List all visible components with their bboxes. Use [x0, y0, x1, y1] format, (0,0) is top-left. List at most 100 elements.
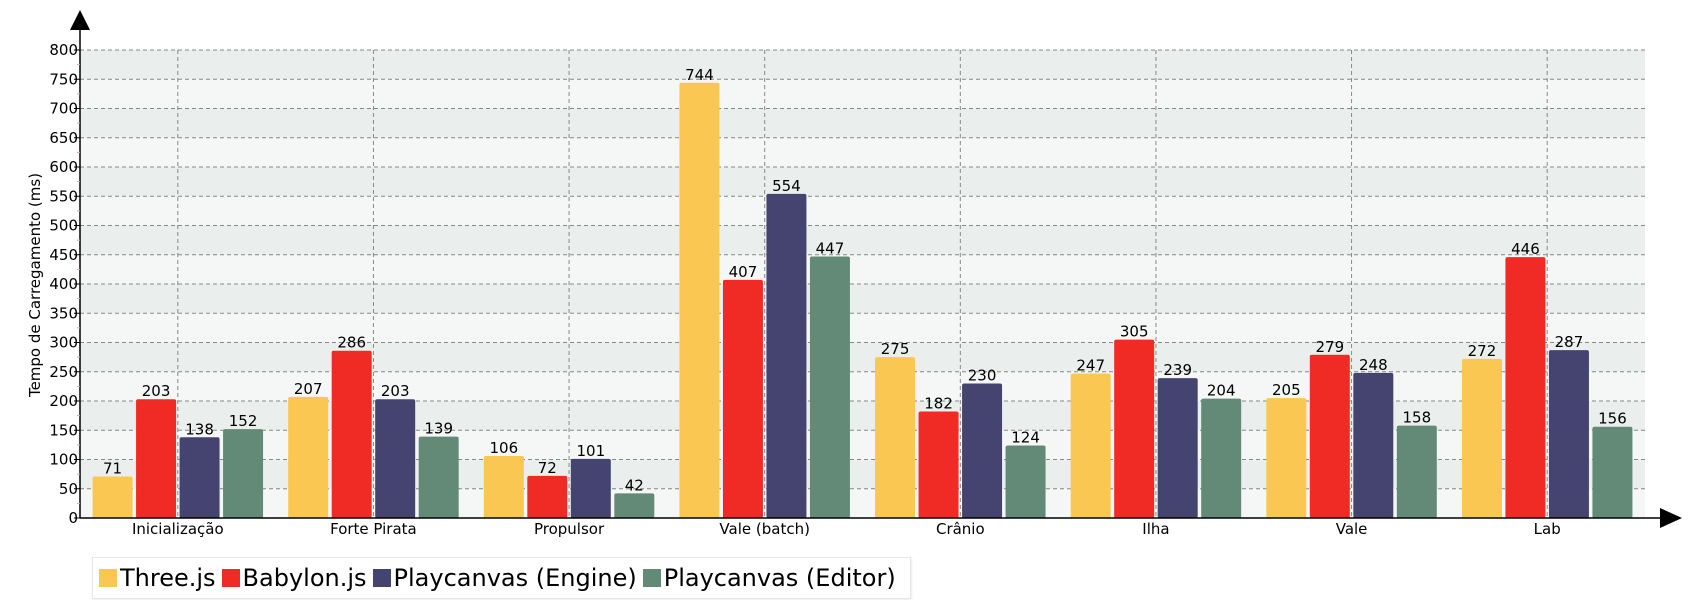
bar: [1548, 350, 1589, 518]
legend-label: Babylon.js: [242, 564, 367, 592]
y-axis-arrow: [70, 10, 90, 30]
data-label: 42: [625, 476, 644, 494]
bar: [1353, 372, 1394, 518]
y-tick-label: 50: [59, 480, 78, 498]
data-label: 203: [142, 382, 171, 400]
data-label: 124: [1011, 428, 1040, 446]
bar: [1114, 339, 1155, 518]
bar: [483, 455, 524, 518]
plot-band: [80, 225, 1645, 255]
y-axis-label: Tempo de Carregamento (ms): [26, 173, 44, 398]
legend-swatch: [221, 569, 240, 587]
bar: [179, 437, 220, 518]
data-label: 139: [424, 420, 453, 438]
data-label: 287: [1555, 333, 1584, 351]
data-label: 182: [924, 395, 953, 413]
bar: [418, 436, 459, 518]
y-tick-label: 250: [49, 363, 78, 381]
data-label: 744: [685, 66, 714, 84]
bar: [875, 357, 916, 518]
x-category-label: Crânio: [936, 520, 985, 538]
bar: [288, 396, 329, 518]
legend-label: Playcanvas (Engine): [393, 564, 637, 592]
y-tick-label: 100: [49, 451, 78, 469]
plot-band: [80, 50, 1645, 80]
legend-swatch: [642, 569, 661, 587]
data-label: 230: [968, 366, 997, 384]
plot-band: [80, 342, 1645, 372]
y-tick-label: 450: [49, 246, 78, 264]
y-tick-label: 750: [49, 70, 78, 88]
data-label: 207: [294, 380, 323, 398]
legend-label: Three.js: [120, 564, 216, 592]
x-category-label: Propulsor: [534, 520, 605, 538]
bar: [136, 399, 177, 518]
data-label: 305: [1120, 323, 1149, 341]
bar: [918, 411, 959, 518]
data-label: 203: [381, 382, 410, 400]
data-label: 138: [185, 420, 214, 438]
data-label: 286: [337, 334, 366, 352]
legend-label: Playcanvas (Editor): [663, 564, 896, 592]
y-tick-label: 150: [49, 421, 78, 439]
plot-band: [80, 167, 1645, 197]
data-labels: 71 203 138 152 207 286 203 139 106 72 101 42 744 407 5…: [103, 66, 1627, 495]
bar: [1309, 354, 1350, 518]
legend-swatch: [372, 569, 391, 587]
y-tick-label: 350: [49, 304, 78, 322]
plot-band: [80, 108, 1645, 138]
data-label: 156: [1598, 410, 1627, 428]
x-category-labels: Inicialização Forte Pirata Propulsor Vale (…: [132, 520, 1561, 538]
y-tick-label: 200: [49, 392, 78, 410]
bar: [527, 475, 568, 518]
bar: [1266, 398, 1307, 518]
plot-band: [80, 196, 1645, 226]
bar: [1005, 445, 1046, 518]
data-label: 152: [229, 412, 258, 430]
data-label: 447: [816, 240, 845, 258]
bar: [614, 493, 655, 518]
bar: [570, 458, 611, 518]
legend-item[interactable]: Playcanvas (Engine): [372, 564, 637, 592]
x-category-label: Vale (batch): [719, 520, 810, 538]
bar: [722, 279, 763, 518]
plot-band: [80, 313, 1645, 343]
x-category-label: Inicialização: [132, 520, 224, 538]
data-label: 247: [1076, 357, 1105, 375]
x-axis-arrow: [1660, 508, 1682, 528]
x-category-label: Ilha: [1142, 520, 1169, 538]
data-label: 106: [489, 439, 518, 457]
data-label: 275: [881, 340, 910, 358]
legend-swatch: [99, 569, 117, 587]
bar: [1505, 257, 1546, 518]
y-tick-label: 800: [49, 41, 78, 59]
bar: [962, 383, 1003, 518]
plot-band: [80, 254, 1645, 284]
legend-item[interactable]: Three.js: [99, 564, 216, 592]
data-label: 71: [103, 459, 122, 477]
data-label: 158: [1402, 409, 1431, 427]
data-label: 446: [1511, 240, 1540, 258]
legend: Three.js Babylon.js Playcanvas (Engine) Pla…: [92, 557, 911, 599]
y-tick-label: 500: [49, 217, 78, 235]
x-category-label: Forte Pirata: [330, 520, 417, 538]
bars: [92, 82, 1633, 518]
y-tick-labels: 0 50 100 150 200 250 300 350 400 450 500 550 600 650 7…: [49, 41, 80, 527]
x-category-label: Lab: [1534, 520, 1561, 538]
data-label: 239: [1163, 361, 1192, 379]
legend-item[interactable]: Playcanvas (Editor): [642, 564, 896, 592]
bar: [766, 193, 807, 518]
bar: [1157, 378, 1198, 518]
legend-item[interactable]: Babylon.js: [221, 564, 367, 592]
bar: [375, 399, 416, 518]
data-label: 272: [1468, 342, 1497, 360]
data-label: 407: [729, 263, 758, 281]
y-tick-label: 0: [68, 509, 78, 527]
plot-band: [80, 284, 1645, 314]
data-label: 101: [576, 442, 605, 460]
plot-band: [80, 137, 1645, 167]
bar: [1592, 426, 1633, 518]
bar: [92, 476, 133, 518]
bar: [223, 429, 264, 518]
